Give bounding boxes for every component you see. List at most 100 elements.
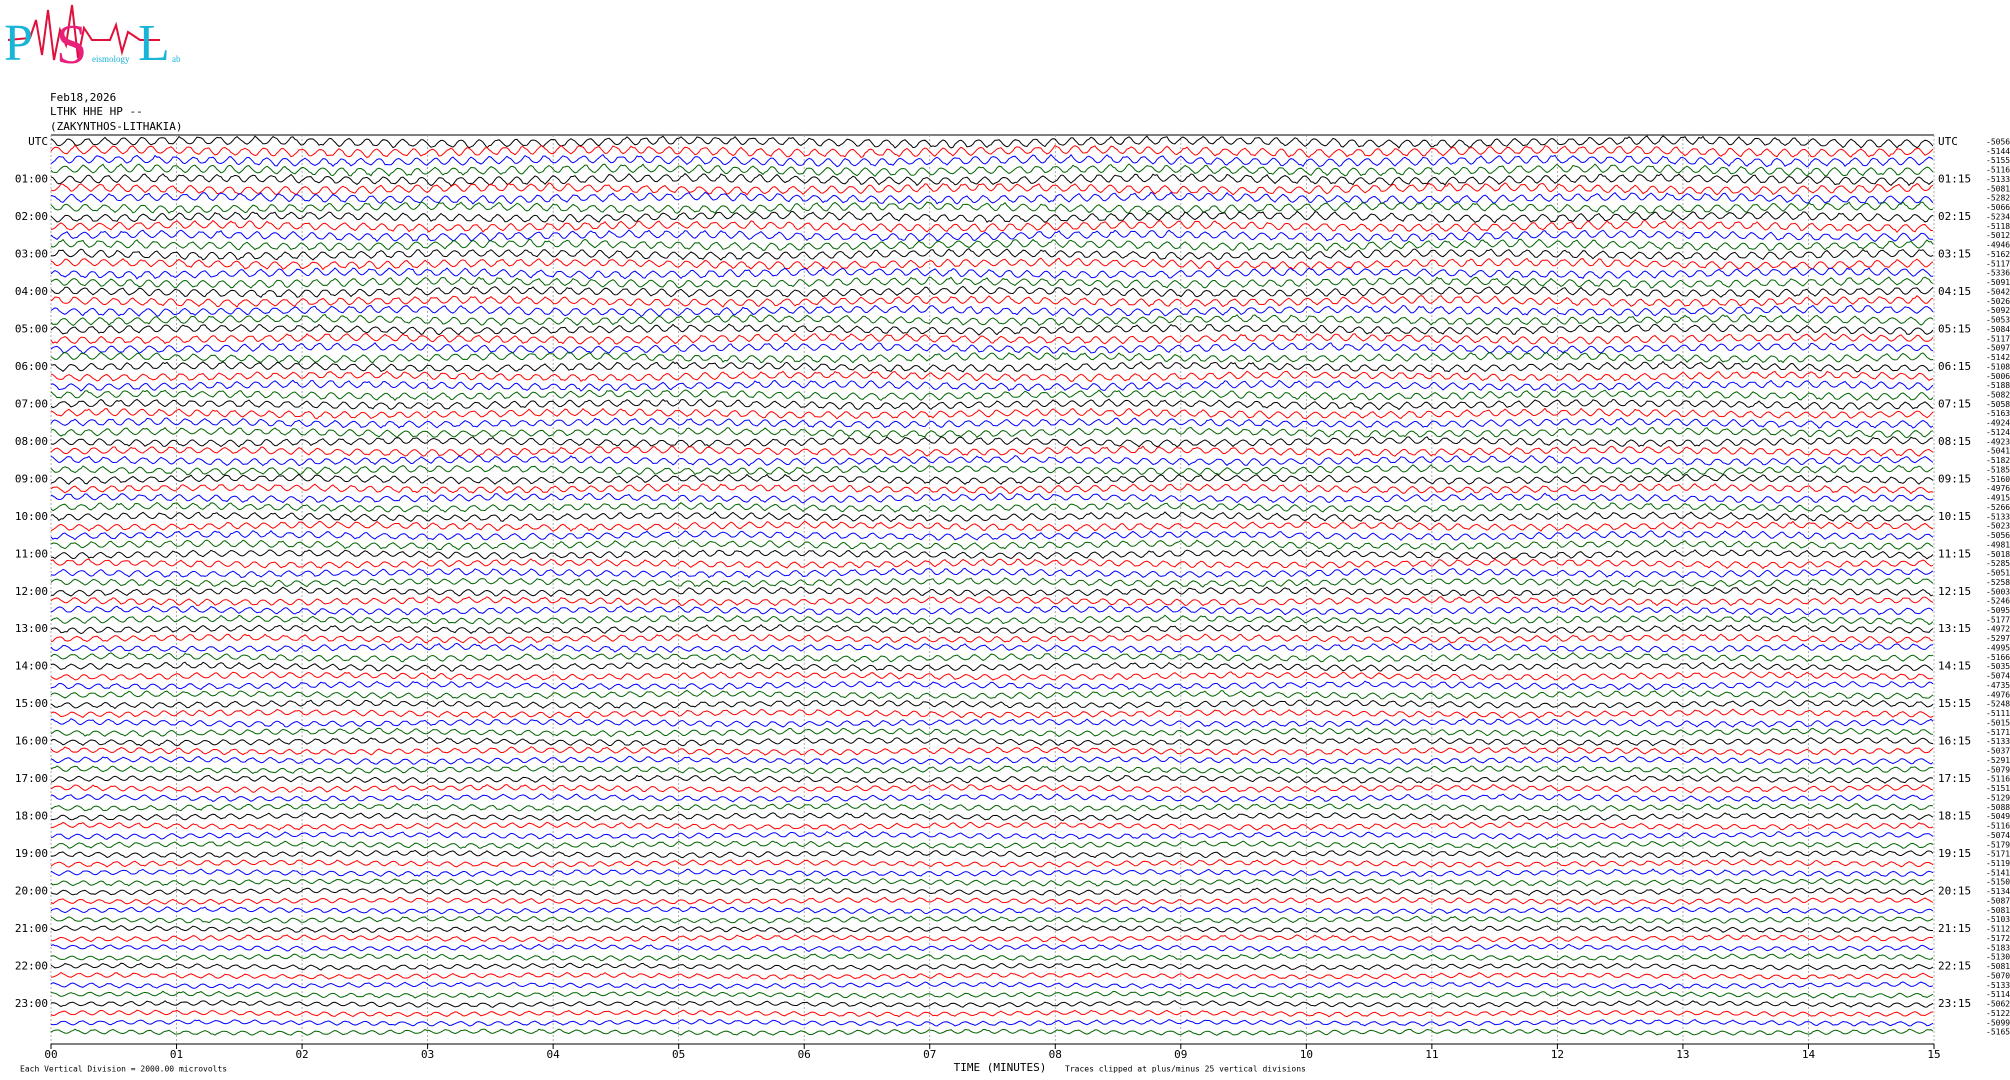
trace [50, 783, 1934, 794]
offset-label: -5179 [1986, 840, 2010, 849]
trace [51, 849, 1934, 859]
offset-label: -5129 [1986, 793, 2010, 802]
offset-label: -5119 [1986, 859, 2010, 868]
trace [50, 285, 1934, 299]
offset-label: -5116 [1986, 775, 2010, 784]
trace [50, 379, 1934, 392]
trace [50, 821, 1934, 831]
x-tick-label: 01 [170, 1048, 183, 1061]
trace [50, 360, 1934, 373]
offset-label: -5234 [1986, 212, 2010, 221]
right-time-label: 02:15 [1938, 210, 1971, 223]
offset-label: -5062 [1986, 1000, 2010, 1009]
right-time-label: 18:15 [1938, 810, 1971, 823]
left-time-label: 01:00 [15, 172, 48, 185]
offset-label: -5185 [1986, 465, 2010, 474]
trace [50, 351, 1934, 364]
trace [50, 163, 1934, 178]
offset-label: -5116 [1986, 822, 2010, 831]
trace [50, 323, 1934, 336]
trace [50, 483, 1934, 495]
trace [50, 671, 1934, 681]
trace [50, 1019, 1934, 1027]
left-time-label: 23:00 [15, 997, 48, 1010]
date: Feb18,2026 [50, 91, 116, 104]
offset-label: -5266 [1986, 503, 2010, 512]
trace [50, 934, 1934, 943]
right-time-label: 05:15 [1938, 322, 1971, 335]
note-right: Traces clipped at plus/minus 25 vertical… [1065, 1065, 1306, 1074]
offset-label: -5042 [1986, 287, 2010, 296]
offset-label: -5092 [1986, 306, 2010, 315]
left-time-label: 03:00 [15, 247, 48, 260]
trace [50, 248, 1934, 261]
trace [50, 802, 1934, 812]
left-time-label: 11:00 [15, 547, 48, 560]
offset-label: -5151 [1986, 784, 2010, 793]
logo-wave [7, 4, 160, 61]
left-time-label: 12:00 [15, 585, 48, 598]
offset-label: -5133 [1986, 175, 2010, 184]
logo-s-rest: eismology [92, 54, 130, 64]
logo-s: S [56, 14, 87, 76]
logo-p: P [4, 15, 33, 72]
trace [50, 925, 1933, 934]
trace [50, 539, 1934, 551]
offset-label: -5111 [1986, 709, 2010, 718]
logo-l-rest: ab [172, 54, 181, 64]
offset-label: -5081 [1986, 962, 2010, 971]
trace [50, 896, 1934, 906]
offset-label: -5087 [1986, 896, 2010, 905]
offset-label: -5258 [1986, 578, 2010, 587]
x-tick-label: 04 [547, 1048, 561, 1061]
offset-label: -5088 [1986, 803, 2010, 812]
offset-label: -5162 [1986, 250, 2010, 259]
offset-label: -5074 [1986, 672, 2010, 681]
right-time-label: 15:15 [1938, 697, 1971, 710]
offset-label: -5079 [1986, 765, 2010, 774]
offset-label: -5122 [1986, 1009, 2010, 1018]
left-time-label: 05:00 [15, 322, 48, 335]
trace [50, 812, 1934, 822]
offset-label: -5003 [1986, 587, 2010, 596]
trace [50, 689, 1934, 700]
trace [50, 201, 1934, 215]
offset-label: -5091 [1986, 278, 2010, 287]
offset-label: -5023 [1986, 522, 2010, 531]
x-tick-label: 12 [1551, 1048, 1564, 1061]
trace [50, 586, 1934, 597]
right-time-label: 16:15 [1938, 735, 1971, 748]
trace [50, 389, 1934, 402]
trace [50, 295, 1934, 308]
trace [50, 915, 1934, 924]
right-time-label: 17:15 [1938, 772, 1971, 785]
logo: P S eismology L ab [4, 4, 181, 76]
right-time-label: 13:15 [1938, 622, 1971, 635]
offset-label: -5018 [1986, 550, 2010, 559]
x-tick-label: 05 [672, 1048, 685, 1061]
x-tick-label: 15 [1927, 1048, 1940, 1061]
left-time-label: 18:00 [15, 810, 48, 823]
right-time-label: 06:15 [1938, 360, 1971, 373]
x-tick-label: 00 [44, 1048, 57, 1061]
x-tick-label: 08 [1049, 1048, 1062, 1061]
x-axis-title: TIME (MINUTES) [954, 1061, 1047, 1074]
note-left: Each Vertical Division = 2000.00 microvo… [20, 1065, 227, 1074]
offset-label: -5133 [1986, 981, 2010, 990]
offset-label: -5130 [1986, 953, 2010, 962]
offset-label: -5117 [1986, 259, 2010, 268]
offset-label: -4915 [1986, 494, 2010, 503]
offset-label: -5081 [1986, 184, 2010, 193]
trace [50, 877, 1934, 887]
trace [50, 971, 1934, 980]
right-time-label: 07:15 [1938, 397, 1971, 410]
trace [50, 219, 1933, 233]
trace [50, 398, 1934, 411]
offset-label: -5134 [1986, 887, 2010, 896]
offset-label: -4981 [1986, 540, 2010, 549]
trace [50, 718, 1934, 728]
trace [50, 191, 1934, 205]
trace [50, 436, 1934, 448]
trace [50, 266, 1933, 280]
right-time-label: 04:15 [1938, 285, 1971, 298]
